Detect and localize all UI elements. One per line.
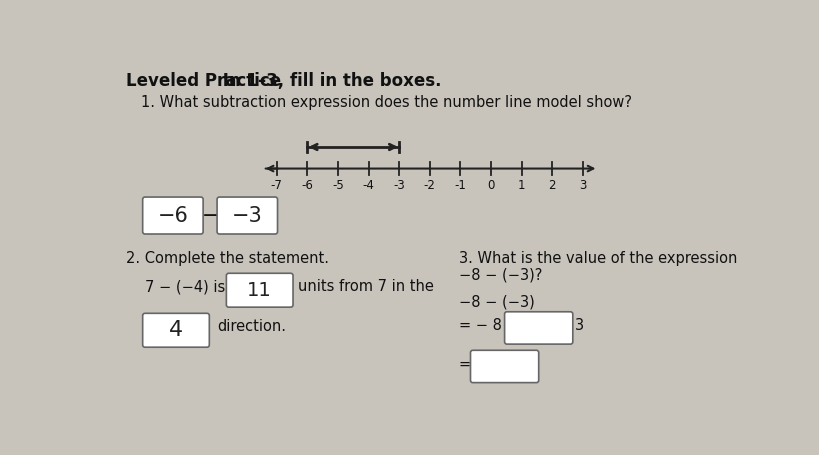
Text: -7: -7 bbox=[271, 179, 283, 192]
Text: units from 7 in the: units from 7 in the bbox=[298, 279, 434, 294]
Text: -3: -3 bbox=[393, 179, 405, 192]
Text: 3. What is the value of the expression: 3. What is the value of the expression bbox=[459, 251, 737, 266]
Text: In 1–3, fill in the boxes.: In 1–3, fill in the boxes. bbox=[217, 71, 441, 90]
Text: 3: 3 bbox=[575, 318, 584, 333]
Text: Leveled Practice: Leveled Practice bbox=[125, 71, 281, 90]
Text: -2: -2 bbox=[424, 179, 436, 192]
Text: 4: 4 bbox=[169, 320, 183, 340]
Text: 2: 2 bbox=[549, 179, 556, 192]
Text: 3: 3 bbox=[579, 179, 586, 192]
Text: −8 − (−3): −8 − (−3) bbox=[459, 294, 535, 309]
Text: = − 8: = − 8 bbox=[459, 318, 502, 333]
FancyBboxPatch shape bbox=[143, 197, 203, 234]
Text: 2. Complete the statement.: 2. Complete the statement. bbox=[125, 251, 328, 266]
FancyBboxPatch shape bbox=[217, 197, 278, 234]
Text: 11: 11 bbox=[247, 281, 272, 300]
Text: −6: −6 bbox=[157, 206, 188, 226]
Text: direction.: direction. bbox=[217, 319, 286, 334]
Text: −3: −3 bbox=[232, 206, 263, 226]
FancyBboxPatch shape bbox=[470, 350, 539, 383]
Text: 1: 1 bbox=[518, 179, 526, 192]
Text: -1: -1 bbox=[455, 179, 466, 192]
Text: -4: -4 bbox=[363, 179, 374, 192]
Text: -6: -6 bbox=[301, 179, 314, 192]
Text: 7 − (−4) is: 7 − (−4) is bbox=[145, 279, 225, 294]
Text: 1. What subtraction expression does the number line model show?: 1. What subtraction expression does the … bbox=[141, 95, 632, 110]
FancyBboxPatch shape bbox=[505, 312, 572, 344]
Text: −8 − (−3)?: −8 − (−3)? bbox=[459, 268, 542, 283]
Text: -5: -5 bbox=[332, 179, 344, 192]
FancyBboxPatch shape bbox=[143, 313, 210, 347]
Text: =: = bbox=[459, 356, 471, 371]
FancyBboxPatch shape bbox=[226, 273, 293, 307]
Text: −: − bbox=[201, 206, 219, 226]
Text: 0: 0 bbox=[487, 179, 495, 192]
